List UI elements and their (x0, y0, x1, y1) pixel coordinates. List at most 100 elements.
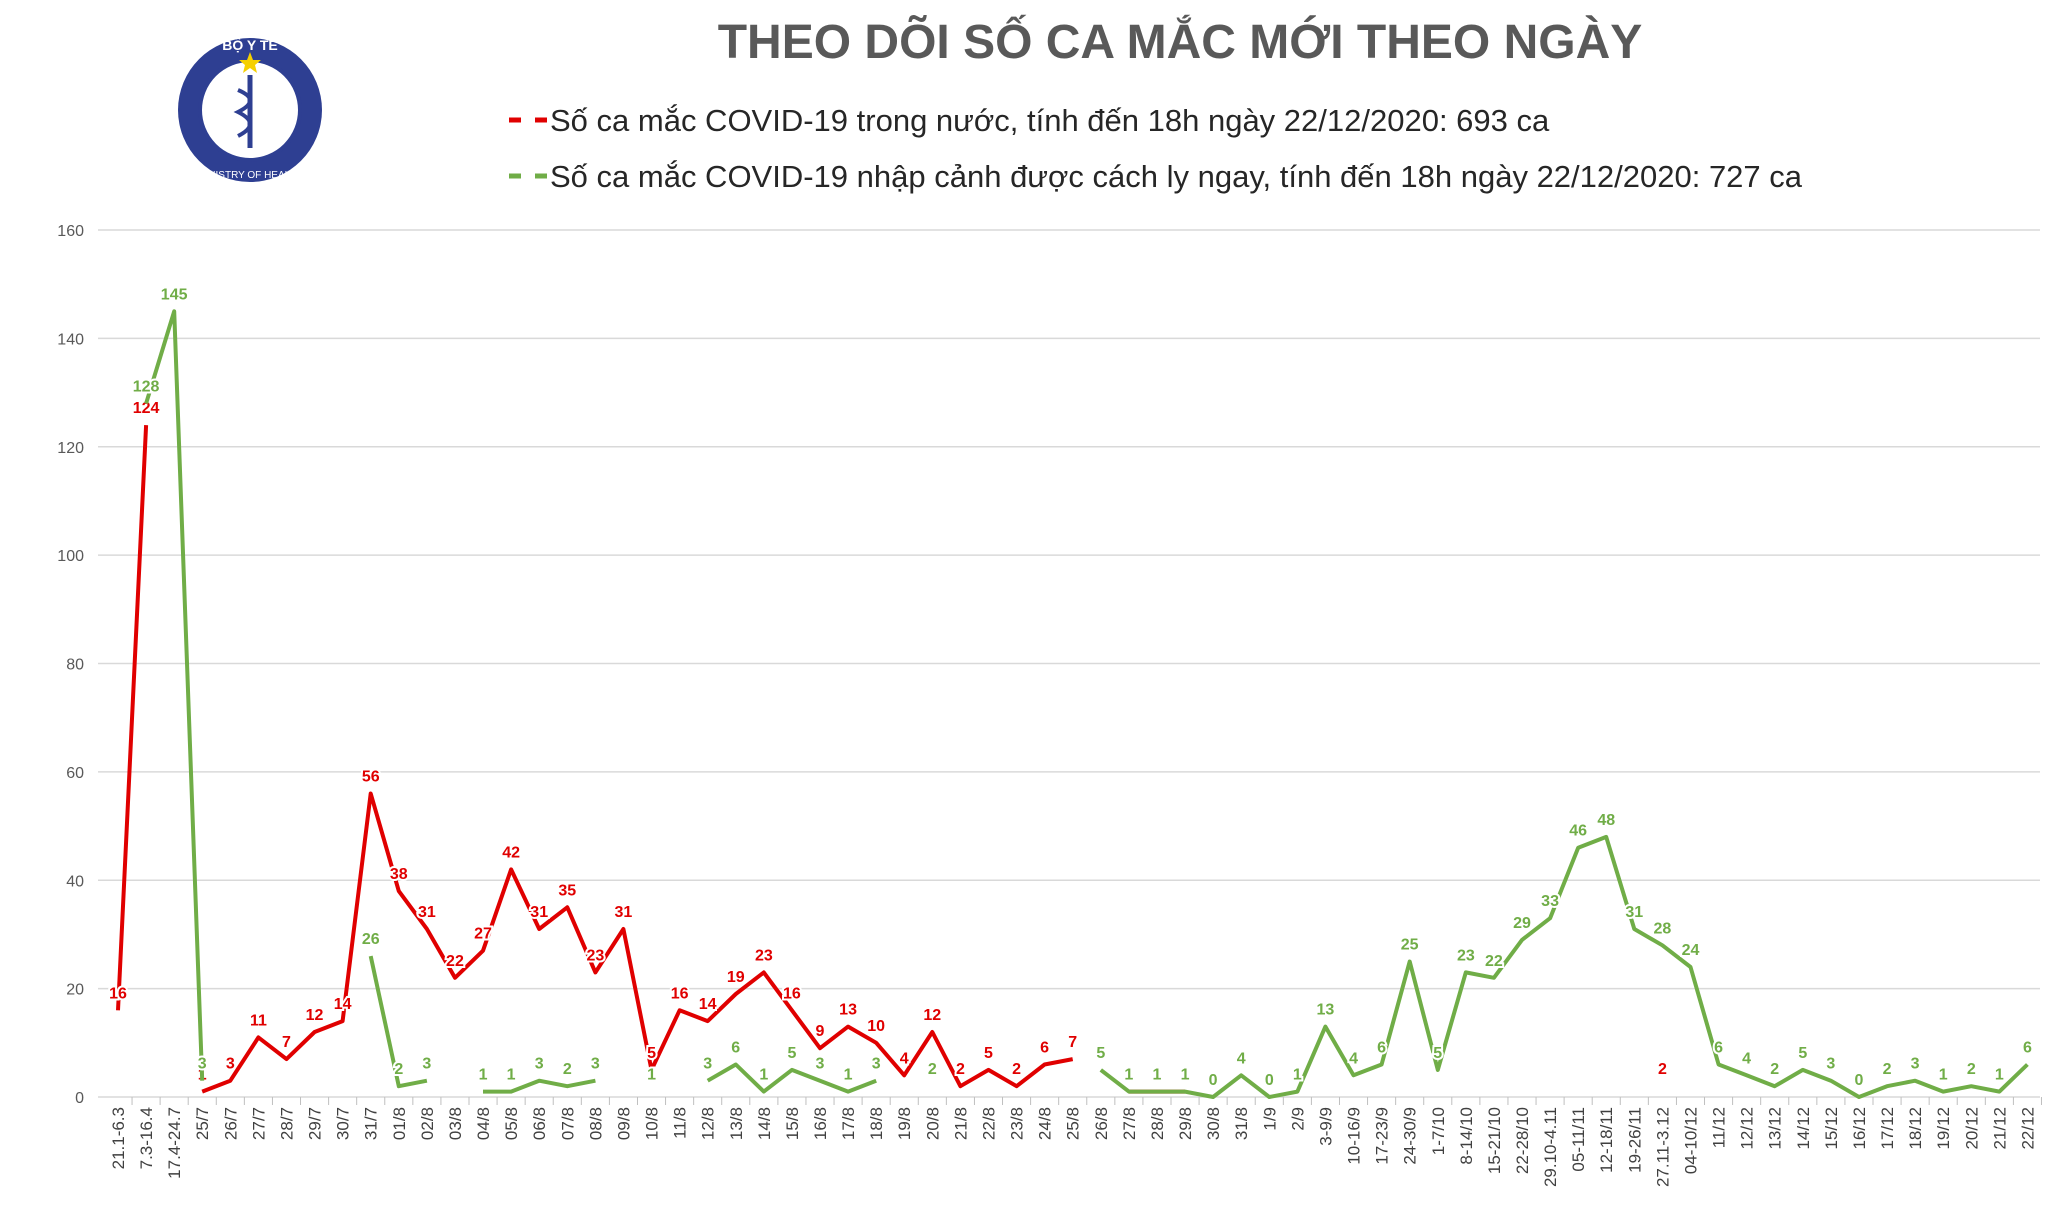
x-tick-label: 12/8 (699, 1107, 718, 1140)
data-label: 35 (558, 882, 576, 899)
data-label: 31 (1625, 904, 1643, 921)
data-label: 23 (1457, 947, 1475, 964)
x-tick-label: 30/8 (1204, 1107, 1223, 1140)
data-label: 1 (1124, 1067, 1133, 1084)
data-label: 23 (755, 947, 773, 964)
x-tick-label: 17/8 (839, 1107, 858, 1140)
data-label: 3 (703, 1056, 712, 1073)
x-tick-label: 18/12 (1906, 1107, 1925, 1150)
data-label: 56 (362, 769, 380, 786)
data-label: 2 (1658, 1061, 1667, 1078)
chart-title: THEO DÕI SỐ CA MẮC MỚI THEO NGÀY (718, 14, 1643, 69)
data-label: 2 (928, 1061, 937, 1078)
data-label: 23 (586, 947, 604, 964)
data-label: 1 (759, 1067, 768, 1084)
logo-snake (233, 88, 252, 138)
data-label: 4 (1237, 1050, 1246, 1067)
data-label: 6 (1714, 1039, 1723, 1056)
x-tick-label: 20/12 (1962, 1107, 1981, 1150)
data-label: 1 (1153, 1067, 1162, 1084)
x-tick-label: 13/8 (727, 1107, 746, 1140)
data-label: 3 (226, 1056, 235, 1073)
data-label: 4 (900, 1050, 909, 1067)
data-label: 1 (1939, 1067, 1948, 1084)
x-tick-label: 12/12 (1738, 1107, 1757, 1150)
x-tick-label: 17.4-24.7 (165, 1107, 184, 1179)
data-label: 6 (2023, 1039, 2032, 1056)
data-label: 13 (1317, 1002, 1335, 1019)
data-label: 2 (1967, 1061, 1976, 1078)
data-label: 2 (1883, 1061, 1892, 1078)
x-tick-label: 28/8 (1148, 1107, 1167, 1140)
x-tick-label: 11/12 (1710, 1107, 1729, 1148)
x-tick-label: 31/8 (1232, 1107, 1251, 1140)
data-label: 16 (783, 985, 801, 1002)
data-label: 12 (923, 1007, 941, 1024)
data-label: 38 (390, 866, 408, 883)
data-label: 1 (1995, 1067, 2004, 1084)
data-label: 9 (816, 1023, 825, 1040)
y-tick-label: 140 (57, 331, 84, 348)
x-tick-label: 28/7 (277, 1107, 296, 1140)
series-line (144, 309, 2029, 1099)
x-tick-label: 26/7 (221, 1107, 240, 1140)
x-tick-label: 23/8 (1008, 1107, 1027, 1140)
data-label: 24 (1682, 942, 1700, 959)
y-tick-label: 40 (66, 873, 84, 890)
x-tick-label: 10/8 (643, 1107, 662, 1140)
x-tick-label: 27.11-3.12 (1653, 1107, 1672, 1187)
data-label: 5 (787, 1045, 796, 1062)
x-tick-label: 04-10/12 (1681, 1107, 1700, 1174)
data-label: 0 (1855, 1072, 1864, 1089)
y-tick-label: 120 (57, 440, 84, 457)
x-tick-label: 07/8 (558, 1107, 577, 1140)
data-label: 3 (198, 1056, 207, 1073)
data-label: 7 (282, 1034, 291, 1051)
data-label: 6 (1040, 1039, 1049, 1056)
y-tick-label: 20 (66, 982, 84, 999)
legend-label: Số ca mắc COVID-19 nhập cảnh được cách l… (550, 159, 1803, 194)
x-tick-label: 14/8 (755, 1107, 774, 1140)
x-tick-label: 03/8 (446, 1107, 465, 1140)
data-label: 4 (1742, 1050, 1751, 1067)
x-tick-label: 12-18/11 (1597, 1107, 1616, 1173)
data-label: 26 (362, 931, 380, 948)
x-tick-label: 01/8 (390, 1107, 409, 1140)
y-tick-label: 160 (57, 223, 84, 240)
data-label: 1 (1124, 1067, 1133, 1084)
data-label: 6 (1377, 1039, 1386, 1056)
data-label: 28 (1654, 920, 1672, 937)
data-label: 3 (1911, 1056, 1920, 1073)
data-label: 31 (615, 904, 633, 921)
data-label: 48 (1597, 812, 1615, 829)
data-label: 1 (1293, 1067, 1302, 1084)
data-label: 19 (727, 969, 745, 986)
x-tick-label: 24-30/9 (1401, 1107, 1420, 1165)
x-tick-label: 29/8 (1176, 1107, 1195, 1140)
y-tick-label: 80 (66, 657, 84, 674)
x-tick-label: 06/8 (530, 1107, 549, 1140)
x-tick-label: 1-7/10 (1429, 1107, 1448, 1155)
data-label: 2 (394, 1061, 403, 1078)
x-tick-label: 8-14/10 (1457, 1107, 1476, 1165)
x-tick-label: 05/8 (502, 1107, 521, 1140)
x-tick-label: 19/8 (895, 1107, 914, 1140)
x-tick-label: 09/8 (614, 1107, 633, 1140)
data-label: 14 (699, 996, 717, 1013)
data-label: 5 (1798, 1045, 1807, 1062)
x-tick-label: 17/12 (1878, 1107, 1897, 1150)
data-label: 11 (250, 1012, 267, 1029)
data-label: 42 (502, 844, 520, 861)
x-tick-label: 22/12 (2018, 1107, 2037, 1150)
data-label: 3 (591, 1056, 600, 1073)
data-label: 46 (1569, 823, 1587, 840)
x-tick-label: 04/8 (474, 1107, 493, 1140)
y-tick-label: 100 (57, 548, 84, 565)
data-label: 16 (109, 985, 127, 1002)
data-label: 22 (1485, 953, 1503, 970)
data-label: 128 (133, 378, 160, 395)
x-tick-label: 16/12 (1850, 1107, 1869, 1150)
x-tick-label: 15/8 (783, 1107, 802, 1140)
